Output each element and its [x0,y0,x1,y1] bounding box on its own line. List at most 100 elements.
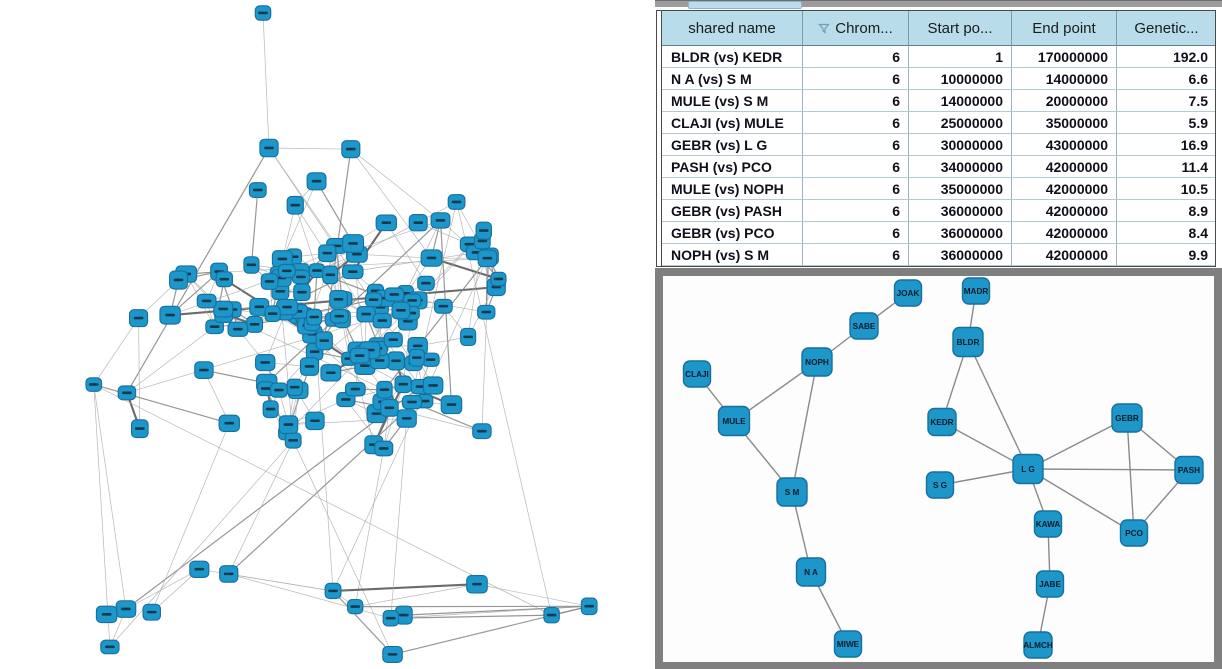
subnetwork-node[interactable]: PCO [1119,519,1149,547]
table-cell[interactable]: 6 [803,68,909,90]
table-cell[interactable]: 36000000 [909,200,1012,222]
table-cell[interactable]: 1 [909,46,1012,68]
network-node[interactable] [477,249,498,268]
network-edge[interactable] [228,440,294,575]
network-node[interactable] [374,440,394,457]
filter-funnel-icon[interactable] [818,23,831,34]
network-node[interactable] [291,269,311,285]
network-edge[interactable] [126,310,402,394]
column-header[interactable]: End point [1012,11,1117,46]
network-node[interactable] [85,377,103,392]
table-cell[interactable]: 14000000 [909,90,1012,112]
network-edge[interactable] [350,148,441,221]
subnetwork-node[interactable]: GEBR [1111,403,1143,433]
network-edge[interactable] [350,148,432,259]
network-node[interactable] [100,639,120,655]
network-edge[interactable] [93,383,230,424]
table-cell[interactable]: 36000000 [909,222,1012,244]
network-node[interactable] [329,308,349,324]
table-cell[interactable]: 35000000 [1012,112,1117,134]
network-node[interactable] [391,301,411,320]
network-node[interactable] [384,287,405,302]
table-cell[interactable]: GEBR (vs) PASH [662,200,803,222]
network-node[interactable] [196,293,217,309]
table-cell[interactable]: 42000000 [1012,200,1117,222]
network-node[interactable] [246,315,264,333]
network-node[interactable] [349,347,370,364]
network-node[interactable] [342,234,365,253]
table-cell[interactable]: 14000000 [1012,68,1117,90]
table-cell[interactable]: 30000000 [909,134,1012,156]
table-cell[interactable]: 42000000 [1012,222,1117,244]
subnetwork-node[interactable]: KEDR [927,407,957,437]
table-cell[interactable]: 6 [803,112,909,134]
table-cell[interactable]: 6 [803,90,909,112]
network-edge[interactable] [403,605,590,616]
table-cell[interactable]: 6 [803,156,909,178]
table-cell[interactable]: GEBR (vs) L G [662,134,803,156]
network-node[interactable] [417,275,435,291]
column-header[interactable]: Start po... [909,11,1012,46]
network-node[interactable] [142,603,162,621]
table-cell[interactable]: 6 [803,222,909,244]
network-edge[interactable] [476,583,590,607]
table-cell[interactable]: 6 [803,134,909,156]
network-node[interactable] [293,283,311,301]
network-node[interactable] [376,380,393,399]
network-node[interactable] [95,605,118,624]
network-edge[interactable] [93,384,127,610]
network-node[interactable] [278,415,299,434]
network-node[interactable] [365,292,383,308]
table-cell[interactable]: MULE (vs) NOPH [662,178,803,200]
table-cell[interactable]: GEBR (vs) PCO [662,222,803,244]
main-network-view[interactable] [0,0,655,669]
table-cell[interactable]: 192.0 [1117,46,1215,68]
table-cell[interactable]: 43000000 [1012,134,1117,156]
network-edge[interactable] [354,448,385,607]
network-node[interactable] [401,394,423,410]
network-edge[interactable] [355,583,478,608]
subnetwork-view[interactable]: JOAK MADR SABE BLDR NOPH CLAJI MULE KEDR GEBR L G… [663,276,1214,662]
network-node[interactable] [169,270,188,290]
network-node[interactable] [284,432,302,449]
network-node[interactable] [286,378,303,397]
network-node[interactable] [408,214,428,232]
table-cell[interactable]: 6 [803,244,909,266]
table-cell[interactable]: 9.9 [1117,244,1215,266]
network-edge[interactable] [332,590,393,655]
network-node[interactable] [472,423,492,440]
network-node[interactable] [320,364,342,382]
table-cell[interactable]: 36000000 [909,244,1012,266]
network-node[interactable] [115,600,137,618]
network-node[interactable] [254,5,272,21]
table-cell[interactable]: 8.9 [1117,200,1215,222]
network-node[interactable] [543,606,560,624]
network-node[interactable] [264,305,281,323]
subnetwork-node[interactable]: L G [1012,453,1044,485]
subnetwork-edge[interactable] [791,361,818,493]
network-node[interactable] [440,395,463,415]
table-cell[interactable]: 8.4 [1117,222,1215,244]
network-edge[interactable] [456,201,552,616]
network-node[interactable] [306,172,327,191]
table-cell[interactable]: 11.4 [1117,156,1215,178]
network-node[interactable] [382,645,403,664]
subnetwork-node[interactable]: JOAK [893,279,923,307]
network-node[interactable] [194,361,214,380]
network-node[interactable] [117,385,137,401]
network-node[interactable] [344,381,366,397]
network-edge[interactable] [151,423,230,613]
subnetwork-edge[interactable] [1027,468,1135,534]
network-node[interactable] [130,419,149,439]
subnetwork-node[interactable]: S G [925,471,955,499]
subnetwork-node[interactable]: ALMCH [1023,631,1053,659]
table-cell[interactable]: N A (vs) S M [662,68,803,90]
column-header[interactable]: Chrom... [803,11,909,46]
network-node[interactable] [341,140,361,159]
subnetwork-node[interactable]: N A [795,557,827,587]
network-node[interactable] [128,309,149,328]
network-node[interactable] [329,290,348,309]
network-node[interactable] [262,400,279,419]
table-cell[interactable]: 34000000 [909,156,1012,178]
column-header[interactable]: Genetic... [1117,11,1215,46]
